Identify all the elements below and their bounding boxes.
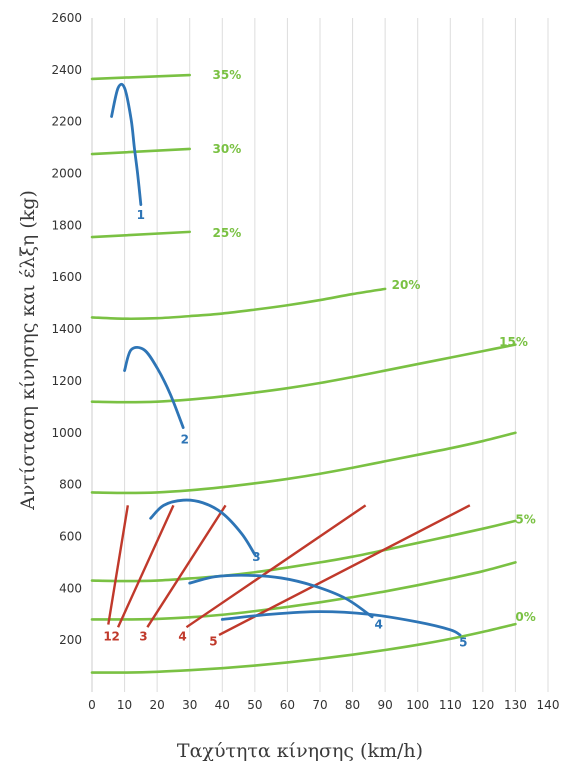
x-tick-label: 10 [117,698,132,712]
x-tick-label: 80 [345,698,360,712]
traction-curve-4 [188,573,374,619]
resistance-line-15pct [90,343,517,404]
y-tick-label: 200 [59,633,82,647]
y-tick-label: 1400 [51,322,82,336]
y-tick-label: 2200 [51,115,82,129]
y-tick-label: 600 [59,529,82,543]
x-tick-label: 0 [88,698,96,712]
x-tick-label: 100 [406,698,429,712]
traction-curve-label-1: 1 [137,208,145,222]
traction-curve-label-3: 3 [252,550,260,564]
y-axis-title: Αντίσταση κίνησης και έλξη (kg) [17,190,39,511]
grade-label-25pct: 25% [213,226,242,240]
x-tick-label: 30 [182,698,197,712]
red-line-label-5: 5 [209,634,217,648]
y-tick-label: 1600 [51,270,82,284]
y-tick-label: 1200 [51,374,82,388]
y-tick-label: 1000 [51,426,82,440]
resistance-line-30pct [90,147,192,156]
grade-label-0pct: 0% [515,610,535,624]
resistance-curves: 35% 30% 25% 20% 15% 5% 0% [90,68,536,674]
x-tick-label: 130 [504,698,527,712]
traction-curves: 1 2 3 4 5 [110,82,467,650]
traction-curve-label-4: 4 [374,618,382,632]
x-tick-label: 90 [378,698,393,712]
x-axis-title: Ταχύτητα κίνησης (km/h) [177,740,423,762]
resistance-line-25pct [90,230,192,239]
grade-label-20pct: 20% [392,278,421,292]
resistance-line-20pct [90,287,387,321]
x-tick-label: 60 [280,698,295,712]
resistance-line-35pct [90,73,192,81]
grade-label-15pct: 15% [499,335,528,349]
x-tick-label: 140 [537,698,560,712]
grade-label-30pct: 30% [213,142,242,156]
resistance-line-5pct [90,519,517,583]
red-line-label-3: 3 [139,629,147,643]
red-line-3 [146,504,227,628]
red-line-1 [107,505,130,625]
red-line-4 [185,504,367,629]
resistance-line-unlabeled-7 [90,561,517,621]
y-tick-label: 2600 [51,11,82,25]
traction-curve-5 [220,610,462,637]
traction-curve-1 [110,82,143,207]
resistance-line-0pct [90,622,517,674]
traction-curve-3 [149,498,257,557]
tick-layer: 0 10 20 30 40 50 60 70 80 90 100 110 120 130 140 200 400… [51,11,559,712]
red-line-2 [116,504,175,628]
red-line-label-2: 2 [112,629,120,643]
y-tick-label: 1800 [51,218,82,232]
y-tick-label: 2000 [51,167,82,181]
y-tick-label: 800 [59,478,82,492]
x-tick-label: 40 [215,698,230,712]
y-tick-label: 400 [59,581,82,595]
resistance-line-unlabeled-5 [90,431,517,495]
grade-label-35pct: 35% [213,68,242,82]
x-tick-label: 70 [312,698,327,712]
x-tick-label: 110 [439,698,462,712]
traction-curve-label-2: 2 [181,432,189,446]
x-tick-label: 50 [247,698,262,712]
traction-curve-label-5: 5 [459,636,467,650]
grid-layer [91,18,549,692]
traction-curve-2 [123,345,185,429]
red-line-label-1: 1 [103,629,111,643]
y-tick-label: 2400 [51,63,82,77]
x-tick-label: 120 [471,698,494,712]
grade-label-5pct: 5% [515,513,535,527]
x-tick-label: 20 [150,698,165,712]
red-line-label-4: 4 [178,629,186,643]
red-line-5 [218,504,471,637]
